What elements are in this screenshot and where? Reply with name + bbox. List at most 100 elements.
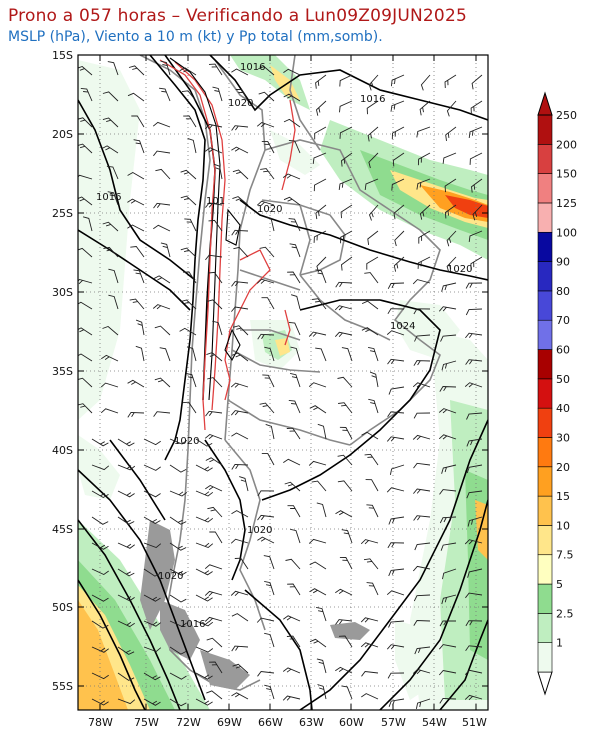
wind-barb: [195, 672, 213, 680]
colorbar-label: 10: [556, 519, 570, 532]
wind-barb: [257, 490, 275, 497]
wind-barb: [264, 684, 275, 700]
wind-barb: [135, 319, 145, 336]
wind-barb: [232, 169, 249, 180]
wind-barb: [317, 423, 327, 440]
wind-barb: [361, 300, 379, 310]
wind-barb: [361, 431, 379, 440]
wind-barb: [308, 460, 327, 466]
wind-barb: [335, 281, 353, 288]
wind-barb: [169, 516, 187, 525]
wind-barb: [361, 671, 379, 677]
wind-barb: [464, 694, 483, 701]
wind-barb: [206, 637, 223, 648]
wind-barb: [231, 645, 249, 652]
wind-barb: [386, 487, 405, 493]
wind-barb: [446, 256, 457, 273]
wind-barb: [91, 646, 109, 653]
wind-barb: [153, 275, 171, 284]
wind-barb: [128, 65, 145, 76]
wind-barb: [143, 672, 161, 681]
isobar-label: 1020: [228, 98, 253, 109]
wind-barb: [366, 504, 379, 518]
wind-barb: [181, 90, 197, 102]
wind-barb: [195, 620, 214, 627]
wind-barb: [80, 87, 93, 102]
wind-barb: [417, 152, 431, 166]
colorbar-label: 50: [556, 373, 570, 386]
wind-barb: [438, 434, 457, 440]
wind-barb: [91, 490, 109, 499]
wind-barb: [205, 202, 223, 208]
wind-barb: [309, 561, 327, 570]
wind-barb: [256, 278, 275, 284]
wind-barb: [467, 568, 483, 578]
wind-barb: [204, 590, 223, 597]
wind-barb: [143, 646, 162, 653]
wind-barb: [314, 126, 327, 140]
wind-barb: [239, 476, 249, 492]
wind-barb: [412, 382, 431, 388]
colorbar-label: 70: [556, 314, 570, 327]
wind-barb: [213, 163, 223, 180]
wind-barb: [290, 528, 301, 544]
wind-barb: [444, 74, 457, 89]
wind-barb: [153, 202, 171, 209]
wind-barb: [288, 321, 301, 336]
isobar-label: 1020: [158, 571, 183, 582]
wind-barb: [129, 298, 145, 310]
wind-barb: [153, 224, 171, 232]
isobar-label: 1024: [390, 321, 415, 332]
colorbar-label: 20: [556, 461, 570, 474]
colorbar-swatch: [537, 319, 553, 350]
wind-barb: [160, 60, 171, 76]
wind-barb: [169, 438, 188, 445]
wind-barb: [234, 557, 249, 570]
colorbar-swatch: [537, 525, 553, 556]
wind-barb: [412, 668, 431, 675]
wind-barb: [308, 331, 327, 337]
wind-barb: [169, 490, 188, 497]
colorbar-swatch: [537, 642, 553, 673]
wind-barb: [282, 667, 301, 674]
wind-barb: [106, 165, 119, 180]
wind-barb: [262, 374, 275, 388]
colorbar-swatch: [537, 261, 553, 292]
wind-barb: [195, 594, 213, 602]
wind-barb: [169, 698, 187, 707]
wind-barb: [117, 464, 136, 471]
wind-barb: [341, 152, 353, 167]
wind-barb: [418, 230, 431, 244]
wind-barb: [288, 218, 301, 232]
wind-barb: [466, 412, 483, 420]
colorbar-label: 5: [556, 578, 563, 591]
wind-barb: [337, 376, 353, 388]
wind-barb: [180, 299, 197, 310]
wind-barb: [471, 74, 483, 90]
wind-barb: [386, 330, 405, 336]
wind-barb: [413, 308, 431, 315]
wind-barb: [335, 510, 353, 518]
colorbar-swatch: [537, 349, 553, 380]
wind-barb: [387, 542, 405, 549]
wind-barb: [160, 242, 171, 258]
wind-barb: [416, 126, 431, 138]
wind-barb: [107, 61, 119, 76]
isobar-label: 1020: [247, 525, 272, 536]
wind-barb: [230, 590, 249, 597]
colorbar-swatch: [537, 495, 553, 526]
wind-barb: [417, 256, 431, 269]
wind-barb: [288, 139, 301, 154]
wind-barb: [339, 426, 353, 440]
wind-barb: [413, 620, 431, 626]
colorbar-swatch: [537, 114, 553, 145]
wind-barb: [369, 371, 379, 388]
wind-barb: [256, 121, 275, 128]
wind-barb: [265, 423, 275, 440]
isobar-label: 1016: [360, 94, 385, 105]
wind-barb: [283, 615, 301, 622]
wind-barb: [338, 635, 353, 648]
wind-barb: [440, 334, 457, 342]
wind-barb: [340, 230, 353, 244]
wind-barb: [308, 538, 327, 544]
